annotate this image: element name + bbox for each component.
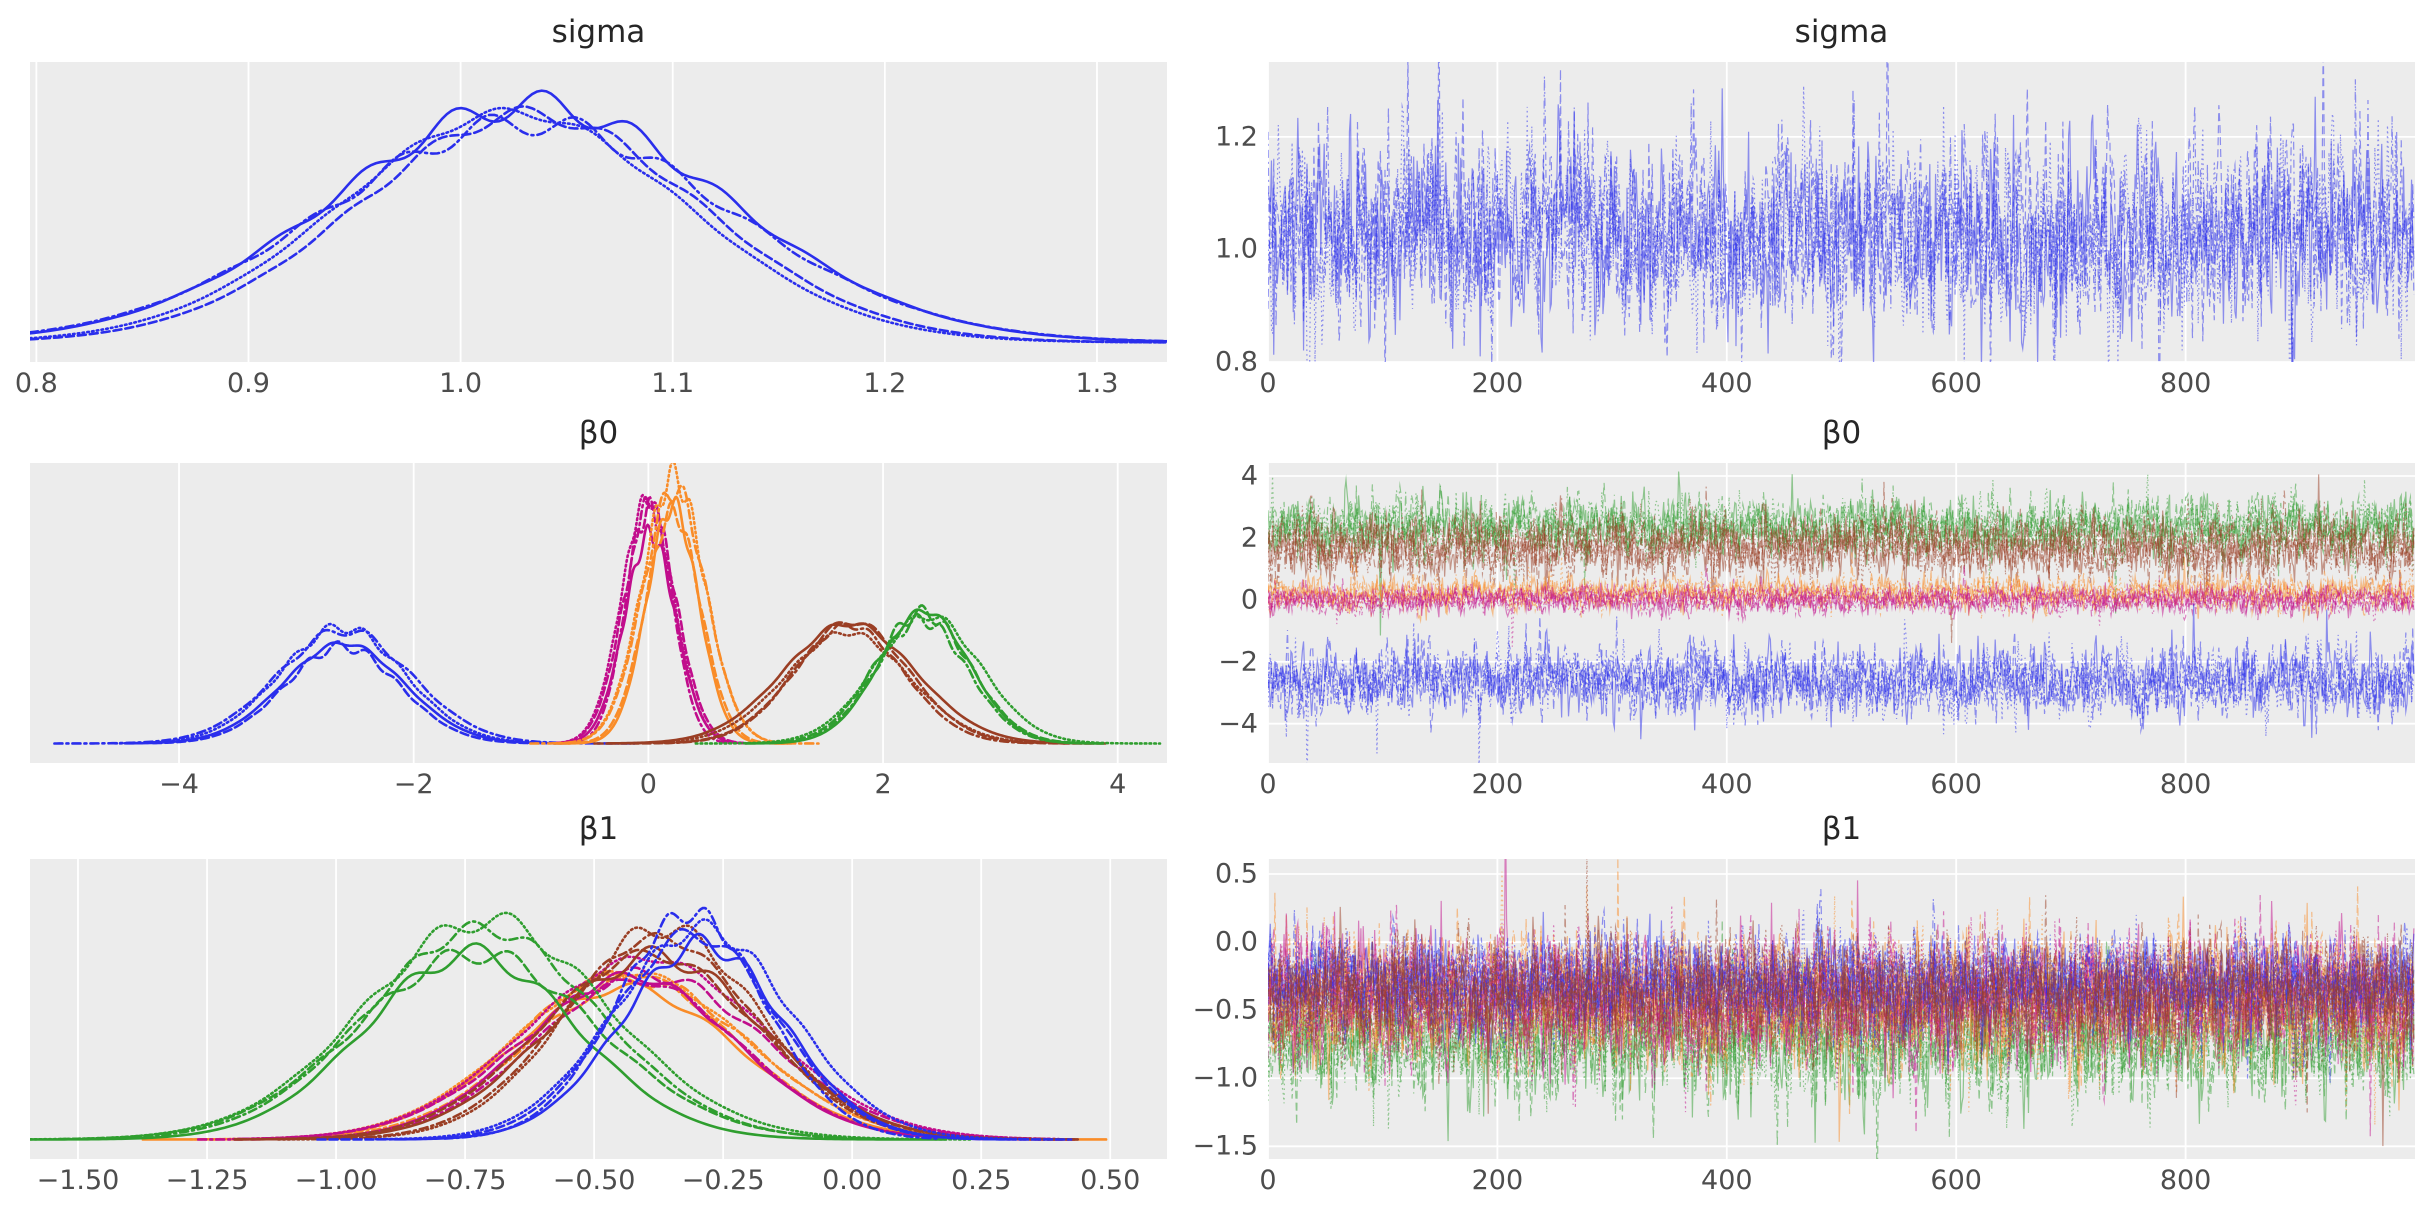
beta0-kde-canvas	[30, 463, 1167, 763]
tick-label: 1.0	[1215, 233, 1258, 265]
panel-beta0-kde	[30, 463, 1167, 763]
tick-label: 400	[1701, 368, 1753, 399]
tick-label: 400	[1701, 1165, 1753, 1196]
panel-beta1-kde	[30, 859, 1167, 1159]
tick-label: 0.50	[1080, 1165, 1141, 1196]
tick-label: 0	[1259, 1165, 1277, 1196]
tick-label: 400	[1701, 769, 1753, 800]
tick-label: 2	[1240, 522, 1258, 554]
tick-label: 600	[1930, 368, 1982, 399]
tick-label: −0.50	[552, 1165, 636, 1196]
tick-label: −1.25	[165, 1165, 249, 1196]
sigma-trace-canvas	[1268, 62, 2415, 362]
tick-label: 800	[2159, 368, 2212, 399]
panel-sigma-kde	[30, 62, 1167, 362]
tick-label: 600	[1930, 1165, 1982, 1196]
tick-label: −1.50	[36, 1165, 120, 1196]
tick-label: 200	[1471, 769, 1524, 800]
panel-title-beta0-kde: β0	[578, 415, 619, 451]
panel-beta0-trace	[1268, 463, 2415, 763]
panel-title-beta0-trace: β0	[1821, 415, 1862, 451]
tick-label: 200	[1471, 368, 1524, 399]
tick-label: 0	[1259, 769, 1277, 800]
tick-label: 200	[1471, 1165, 1524, 1196]
tick-label: −2	[393, 769, 434, 800]
panel-title-sigma-trace: sigma	[1794, 14, 1889, 50]
tick-label: 0	[1259, 368, 1277, 399]
tick-label: −4	[1218, 708, 1258, 740]
tick-label: 0.00	[822, 1165, 883, 1196]
tick-label: 1.1	[651, 368, 695, 399]
tick-label: 0.8	[14, 368, 58, 399]
beta1-kde-canvas	[30, 859, 1167, 1159]
tick-label: 800	[2159, 1165, 2212, 1196]
panel-beta1-trace	[1268, 859, 2415, 1159]
tick-label: 1.3	[1075, 368, 1119, 399]
tick-label: 600	[1930, 769, 1982, 800]
tick-label: 1.0	[439, 368, 483, 399]
tick-label: 800	[2159, 769, 2212, 800]
tick-label: 1.2	[863, 368, 907, 399]
tick-label: 0.8	[1215, 346, 1258, 378]
beta1-trace-canvas	[1268, 859, 2415, 1159]
tick-label: −0.25	[681, 1165, 765, 1196]
tick-label: −4	[159, 769, 199, 800]
panel-title-beta1-kde: β1	[578, 811, 619, 847]
panel-title-sigma-kde: sigma	[551, 14, 646, 50]
tick-label: −0.5	[1192, 994, 1258, 1026]
tick-label: −1.00	[294, 1165, 378, 1196]
tick-label: 0.0	[1215, 926, 1258, 958]
tick-label: 0.25	[951, 1165, 1012, 1196]
tick-label: 2	[874, 769, 892, 800]
sigma-kde-canvas	[30, 62, 1167, 362]
tick-label: −1.5	[1192, 1130, 1258, 1162]
tick-label: 0.9	[227, 368, 270, 399]
tick-label: −2	[1218, 646, 1258, 678]
tick-label: 4	[1240, 460, 1258, 492]
tick-label: −1.0	[1192, 1062, 1258, 1094]
tick-label: 4	[1109, 769, 1127, 800]
tick-label: −0.75	[423, 1165, 507, 1196]
tick-label: 0	[1240, 584, 1258, 616]
tick-label: 0.5	[1215, 858, 1258, 890]
tick-label: 1.2	[1215, 121, 1258, 153]
panel-sigma-trace	[1268, 62, 2415, 362]
tick-label: 0	[639, 769, 657, 800]
beta0-trace-canvas	[1268, 463, 2415, 763]
panel-title-beta1-trace: β1	[1821, 811, 1862, 847]
